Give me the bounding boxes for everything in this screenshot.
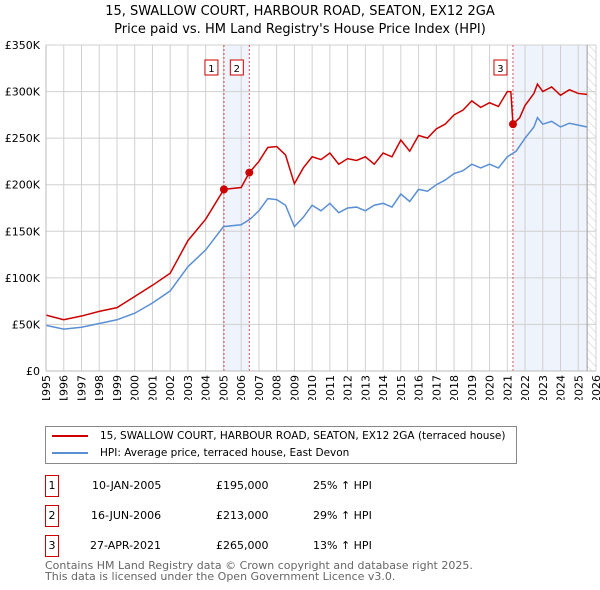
x-tick-label: 2019 [466, 375, 479, 400]
x-tick-label: 2014 [377, 375, 390, 400]
x-tick-label: 2023 [537, 375, 550, 400]
x-tick-label: 2022 [519, 375, 532, 400]
x-tick-label: 2000 [129, 375, 142, 400]
x-tick-label: 2004 [200, 375, 213, 400]
x-tick-label: 1996 [58, 375, 71, 400]
y-tick-label: £300K [5, 86, 41, 99]
sale-hpi: 29% ↑ HPI [313, 509, 372, 522]
licence-text: This data is licensed under the Open Gov… [45, 570, 396, 583]
y-tick-label: £200K [5, 179, 41, 192]
y-tick-label: £50K [12, 318, 41, 331]
sale-point [219, 185, 228, 194]
sale-row: 2 16-JUN-2006 £213,000 29% ↑ HPI [45, 505, 445, 527]
x-tick-label: 2021 [501, 375, 514, 400]
red-line-swatch [52, 435, 88, 437]
sale-price: £265,000 [216, 539, 269, 552]
title-line: 15, SWALLOW COURT, HARBOUR ROAD, SEATON,… [105, 4, 495, 19]
x-tick-label: 2008 [271, 375, 284, 400]
hpi-line [45, 116, 588, 330]
x-tick-label: 2006 [235, 375, 248, 400]
x-tick-label: 2002 [164, 375, 177, 400]
x-tick-label: 2018 [448, 375, 461, 400]
sale-date: 27-APR-2021 [90, 539, 162, 552]
sale-point [245, 168, 254, 177]
legend: 15, SWALLOW COURT, HARBOUR ROAD, SEATON,… [45, 426, 517, 464]
x-tick-label: 2025 [572, 375, 585, 400]
x-tick-label: 2013 [359, 375, 372, 400]
x-tick-label: 2009 [288, 375, 301, 400]
sale-label: 2 [234, 64, 240, 75]
shaded-period [223, 45, 250, 371]
x-tick-label: 1997 [75, 375, 88, 400]
footer: Contains HM Land Registry data © Crown c… [45, 560, 473, 582]
sale-label-box [493, 59, 508, 76]
chart-title: 15, SWALLOW COURT, HARBOUR ROAD, SEATON,… [0, 3, 600, 39]
x-tick-label: 2003 [182, 375, 195, 400]
x-tick-label: 2026 [590, 375, 600, 400]
x-tick-label: 2016 [413, 375, 426, 400]
price-chart: 1995 1996 1997 1998 1999 2000 2001 2002 2003 2004… [5, 39, 600, 400]
x-tick-label: 2011 [324, 375, 337, 400]
sale-date: 16-JUN-2006 [91, 509, 162, 522]
x-tick-label: 2010 [306, 375, 319, 400]
x-tick-label: 2017 [430, 375, 443, 400]
y-tick-label: £150K [5, 225, 41, 238]
y-tick-label: £250K [5, 132, 41, 145]
sale-label-box [229, 59, 244, 76]
sale-hpi: 25% ↑ HPI [313, 479, 372, 492]
x-tick-label: 2012 [342, 375, 355, 400]
blue-line-swatch [52, 452, 88, 454]
copyright-text: Contains HM Land Registry data © Crown c… [45, 559, 473, 572]
legend-item-property: 15, SWALLOW COURT, HARBOUR ROAD, SEATON,… [52, 430, 506, 442]
sale-row: 1 10-JAN-2005 £195,000 25% ↑ HPI [45, 475, 445, 497]
y-tick-label: £0 [26, 365, 40, 378]
shaded-period [512, 45, 588, 371]
sale-row: 3 27-APR-2021 £265,000 13% ↑ HPI [45, 535, 445, 557]
x-tick-label: 1999 [111, 375, 124, 400]
x-tick-label: 2020 [484, 375, 497, 400]
sale-price: £195,000 [216, 479, 269, 492]
sale-price: £213,000 [216, 509, 269, 522]
x-tick-label: 2007 [253, 375, 266, 400]
x-tick-label: 2005 [217, 375, 230, 400]
legend-item-hpi: HPI: Average price, terraced house, East… [52, 447, 349, 459]
sale-label-box [204, 59, 219, 76]
sale-point [508, 120, 517, 129]
sale-date: 10-JAN-2005 [92, 479, 162, 492]
price-line [45, 82, 588, 321]
sale-marker: 2 [45, 505, 59, 527]
x-tick-label: 1995 [40, 375, 53, 400]
y-tick-label: £100K [5, 272, 41, 285]
legend-label: 15, SWALLOW COURT, HARBOUR ROAD, SEATON,… [100, 430, 506, 442]
x-tick-label: 2015 [395, 375, 408, 400]
y-tick-label: £350K [5, 39, 41, 52]
legend-label: HPI: Average price, terraced house, East… [100, 447, 350, 459]
subtitle-line: Price paid vs. HM Land Registry's House … [114, 22, 486, 37]
sale-marker: 1 [45, 475, 59, 497]
x-tick-label: 2001 [146, 375, 159, 400]
sale-hpi: 13% ↑ HPI [313, 539, 372, 552]
x-tick-label: 2024 [555, 375, 568, 400]
forecast-hatch [587, 45, 596, 371]
sale-label: 1 [208, 64, 214, 75]
x-tick-label: 1998 [93, 375, 106, 400]
sale-label: 3 [497, 64, 503, 75]
sale-marker: 3 [45, 535, 59, 557]
